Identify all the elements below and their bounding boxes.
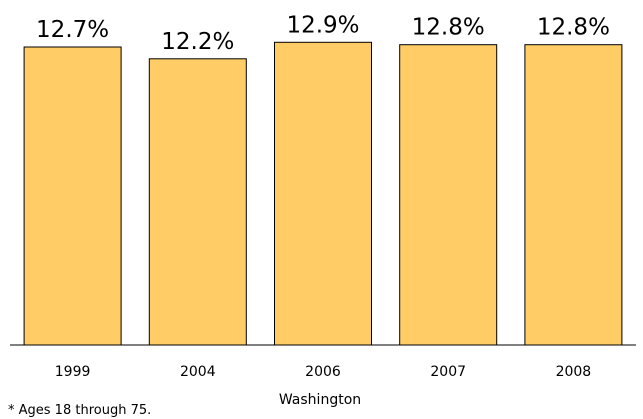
bar-2004 — [148, 58, 247, 346]
bars-group — [23, 41, 623, 346]
data-label-2008: 12.8% — [537, 15, 610, 41]
bar-1999 — [23, 46, 122, 346]
x-axis-title: Washington — [279, 392, 361, 408]
x-tick-labels-group: 1999 2004 2006 2007 2008 — [55, 364, 591, 380]
bar-2007 — [399, 44, 498, 346]
bar-2008 — [524, 44, 623, 346]
data-label-2004: 12.2% — [161, 29, 234, 55]
data-label-2006: 12.9% — [286, 12, 359, 38]
data-label-1999: 12.7% — [36, 17, 109, 43]
x-tick-label-2007: 2007 — [430, 364, 466, 380]
bar-2006 — [274, 41, 372, 346]
footnote: * Ages 18 through 75. — [8, 403, 151, 418]
x-tick-label-1999: 1999 — [55, 364, 91, 380]
data-label-2007: 12.8% — [412, 15, 485, 41]
x-tick-label-2008: 2008 — [556, 364, 592, 380]
x-tick-label-2004: 2004 — [180, 364, 216, 380]
data-labels-group: 12.7% 12.2% 12.9% 12.8% 12.8% — [36, 12, 610, 55]
x-tick-label-2006: 2006 — [305, 364, 341, 380]
